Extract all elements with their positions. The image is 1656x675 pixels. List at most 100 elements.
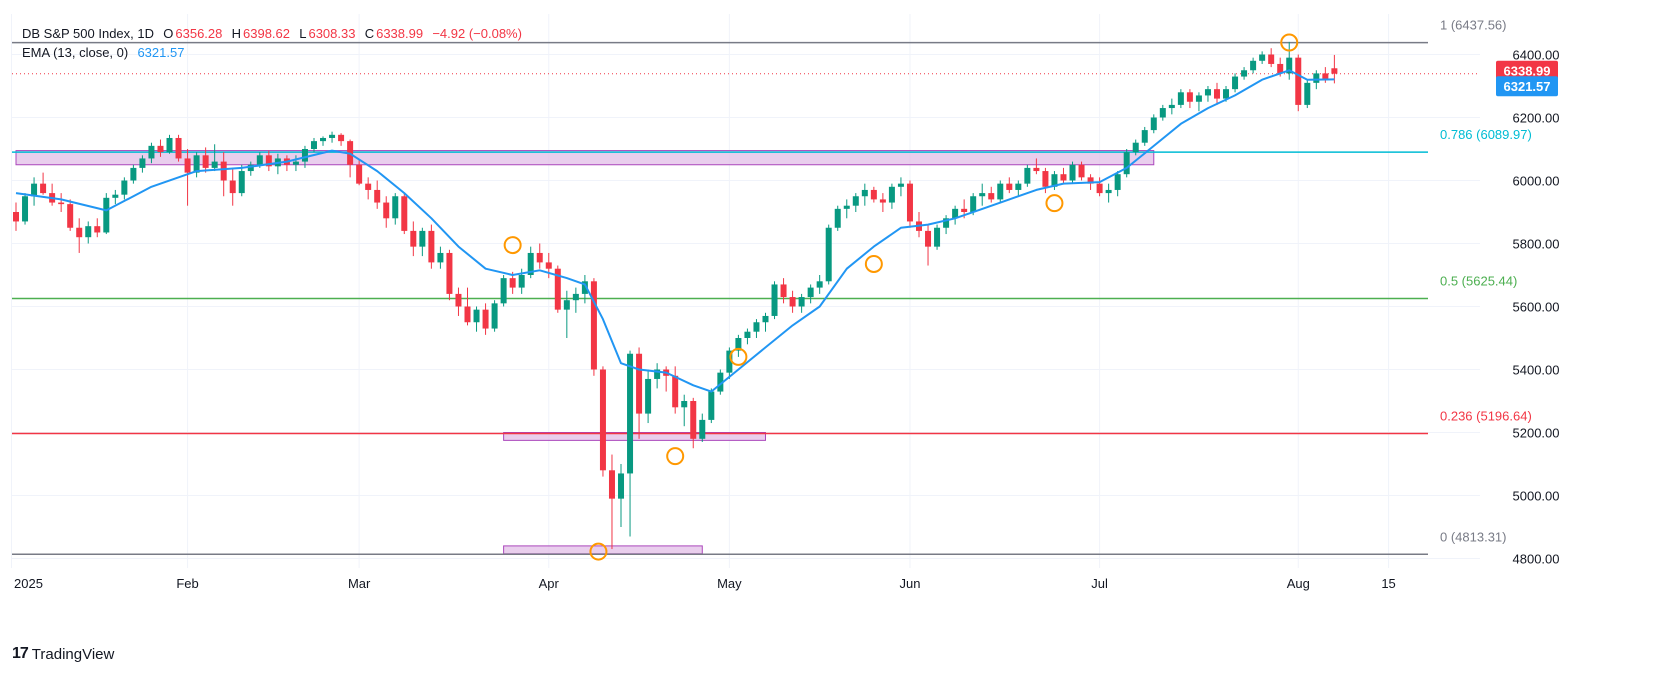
candle	[997, 180, 1004, 203]
candle-body	[247, 164, 254, 172]
candle	[554, 265, 561, 313]
candle-body	[618, 473, 625, 499]
candle	[834, 205, 841, 231]
candle-body	[1105, 189, 1112, 194]
candle	[1042, 167, 1049, 194]
candle	[320, 136, 327, 146]
candle-body	[229, 180, 236, 194]
candle	[455, 287, 462, 316]
pivot-marker-circle	[666, 447, 685, 466]
candle	[636, 347, 643, 439]
candle-body	[175, 137, 182, 159]
time-axis[interactable]: 2025 Feb Mar Apr May Jun Jul Aug 15	[14, 576, 1396, 591]
x-tick-label: May	[717, 576, 742, 591]
candle-body	[491, 303, 498, 329]
candle-body	[979, 193, 986, 197]
candle	[1096, 177, 1103, 197]
candle	[229, 167, 236, 206]
fib-label: 0.786 (6089.97)	[1440, 127, 1532, 142]
pivot-marker-circle	[1280, 33, 1299, 52]
candle-body	[952, 208, 959, 219]
candle-body	[193, 155, 200, 173]
candle-body	[428, 230, 435, 263]
candle	[356, 160, 363, 186]
candle	[211, 144, 218, 172]
candle-body	[157, 145, 164, 153]
candle	[1241, 67, 1248, 80]
candle-body	[925, 230, 932, 247]
candle	[1177, 89, 1184, 109]
candle	[1033, 158, 1040, 175]
candle-body	[654, 369, 661, 379]
candle	[897, 177, 904, 197]
candle	[94, 218, 101, 238]
candle	[870, 186, 877, 203]
change-value: −4.92 (−0.08%)	[432, 26, 522, 41]
candle	[310, 137, 317, 153]
candle-body	[897, 183, 904, 187]
candle-body	[256, 155, 263, 165]
ema-polyline	[15, 69, 1335, 393]
candle-body	[410, 230, 417, 247]
candle-body	[1241, 70, 1248, 77]
tradingview-logo[interactable]: 17 TradingView	[12, 645, 114, 663]
candle-body	[1295, 57, 1302, 105]
candle	[1232, 73, 1239, 93]
candle	[329, 131, 336, 143]
candle-body	[518, 275, 525, 288]
candle-body	[383, 202, 390, 219]
ema-legend[interactable]: EMA (13, close, 0) 6321.57	[22, 45, 186, 60]
symbol-title[interactable]: DB S&P 500 Index, 1D	[22, 26, 155, 41]
candle	[1015, 180, 1022, 197]
candle	[401, 193, 408, 235]
candle-body	[599, 369, 606, 471]
candle-body	[365, 183, 372, 190]
candle-body	[1313, 73, 1320, 83]
candle	[1078, 161, 1085, 181]
candle-body	[816, 281, 823, 288]
candle	[22, 193, 29, 225]
candle	[473, 306, 480, 332]
candle	[1195, 92, 1202, 112]
x-tick-label: 15	[1381, 576, 1395, 591]
candle	[771, 281, 778, 320]
candle-body	[744, 331, 751, 338]
ohlc-legend: DB S&P 500 Index, 1D O 6356.28 H 6398.62 L…	[22, 26, 524, 41]
candle	[663, 366, 670, 392]
candle	[265, 150, 272, 172]
tradingview-logo-icon: 17	[12, 645, 29, 662]
candle-body	[1186, 92, 1193, 102]
candle-body	[527, 252, 534, 275]
candle-body	[536, 252, 543, 263]
candle-body	[825, 227, 832, 282]
ema-value: 6321.57	[137, 45, 185, 60]
candle	[690, 397, 697, 449]
candle	[365, 177, 372, 200]
candle	[1213, 82, 1220, 105]
candle	[220, 152, 227, 197]
zone-rect	[503, 432, 766, 441]
candle	[708, 388, 715, 424]
candle-body	[301, 149, 308, 162]
candle-body	[1114, 174, 1121, 190]
y-tick-label: 5600.00	[1513, 300, 1560, 315]
candle	[744, 328, 751, 345]
candle-body	[1223, 89, 1230, 99]
candle-body	[780, 284, 787, 298]
zone-rect	[15, 150, 1155, 166]
price-axis[interactable]: 4800.00 5000.00 5200.00 5400.00 5600.00 5800.…	[1513, 48, 1560, 567]
x-tick-label: Jul	[1091, 576, 1108, 591]
candle	[1286, 41, 1293, 80]
low-value: 6308.33	[308, 26, 356, 41]
candle	[672, 366, 679, 414]
candle-body	[1060, 174, 1067, 181]
tradingview-logo-text: TradingView	[31, 645, 115, 663]
candle-body	[374, 189, 381, 203]
candle	[437, 246, 444, 269]
candle-body	[1087, 177, 1094, 184]
price-label-text: 6338.99	[1504, 64, 1551, 79]
candle	[121, 177, 128, 200]
fibonacci-levels: 1 (6437.56) 0.786 (6089.97) 0.5 (5625.44) 0…	[12, 18, 1532, 556]
candle-body	[148, 145, 155, 159]
